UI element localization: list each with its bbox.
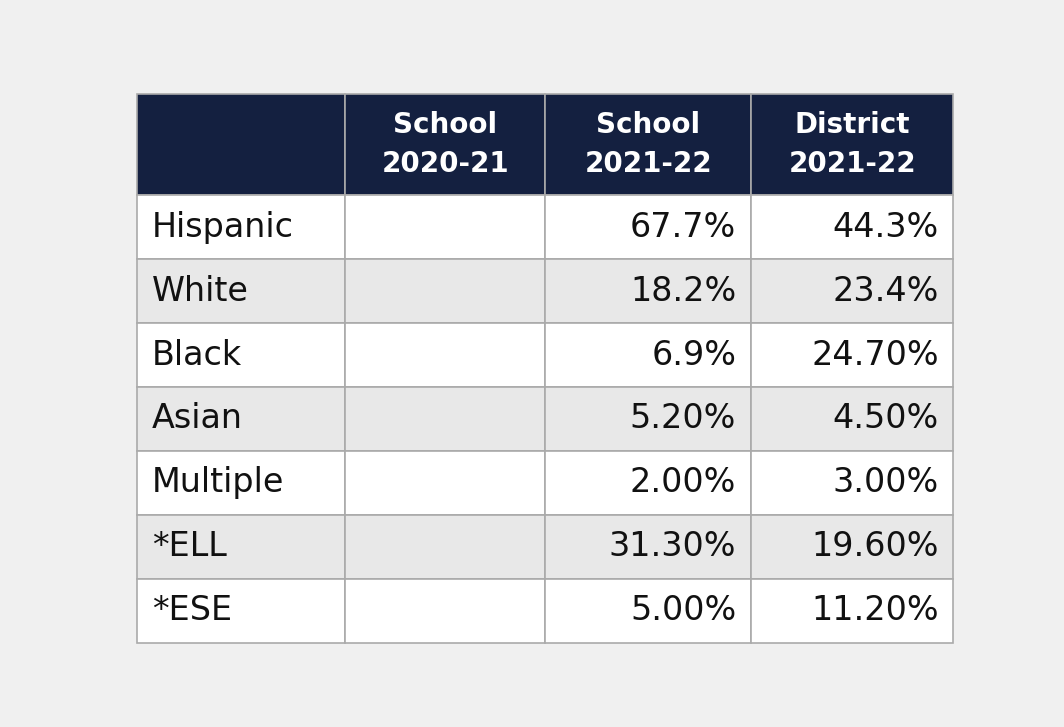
Bar (346, 260, 545, 324)
Bar (137, 196, 346, 260)
Text: 67.7%: 67.7% (630, 211, 736, 244)
Text: 31.30%: 31.30% (609, 530, 736, 563)
Bar (751, 515, 953, 579)
Bar (346, 94, 545, 196)
Bar (751, 387, 953, 451)
Text: White: White (152, 275, 249, 308)
Text: School
2020-21: School 2020-21 (382, 111, 509, 178)
Text: 11.20%: 11.20% (811, 594, 938, 627)
Bar (545, 324, 751, 387)
Text: School
2021-22: School 2021-22 (584, 111, 712, 178)
Text: Hispanic: Hispanic (152, 211, 294, 244)
Text: 5.00%: 5.00% (630, 594, 736, 627)
Bar (346, 451, 545, 515)
Bar (346, 579, 545, 643)
Bar (545, 515, 751, 579)
Bar (545, 387, 751, 451)
Bar (137, 387, 346, 451)
Bar (137, 94, 346, 196)
Bar (137, 324, 346, 387)
Bar (751, 324, 953, 387)
Bar (346, 387, 545, 451)
Text: 18.2%: 18.2% (630, 275, 736, 308)
Text: 3.00%: 3.00% (832, 467, 938, 499)
Text: *ESE: *ESE (152, 594, 232, 627)
Bar (545, 451, 751, 515)
Text: Black: Black (152, 339, 243, 371)
Bar (751, 451, 953, 515)
Bar (137, 515, 346, 579)
Bar (751, 579, 953, 643)
Text: 19.60%: 19.60% (811, 530, 938, 563)
Text: 4.50%: 4.50% (832, 403, 938, 435)
Text: 2.00%: 2.00% (630, 467, 736, 499)
Bar (545, 579, 751, 643)
Bar (137, 260, 346, 324)
Bar (751, 94, 953, 196)
Text: 23.4%: 23.4% (832, 275, 938, 308)
Bar (346, 196, 545, 260)
Bar (137, 579, 346, 643)
Bar (545, 260, 751, 324)
Bar (751, 260, 953, 324)
Text: 5.20%: 5.20% (630, 403, 736, 435)
Text: District
2021-22: District 2021-22 (788, 111, 916, 178)
Text: Asian: Asian (152, 403, 243, 435)
Bar (545, 94, 751, 196)
Text: 6.9%: 6.9% (651, 339, 736, 371)
Bar (346, 324, 545, 387)
Bar (545, 196, 751, 260)
Bar (751, 196, 953, 260)
Text: 44.3%: 44.3% (832, 211, 938, 244)
Text: Multiple: Multiple (152, 467, 284, 499)
Bar (137, 451, 346, 515)
Bar (346, 515, 545, 579)
Text: *ELL: *ELL (152, 530, 227, 563)
Text: 24.70%: 24.70% (811, 339, 938, 371)
